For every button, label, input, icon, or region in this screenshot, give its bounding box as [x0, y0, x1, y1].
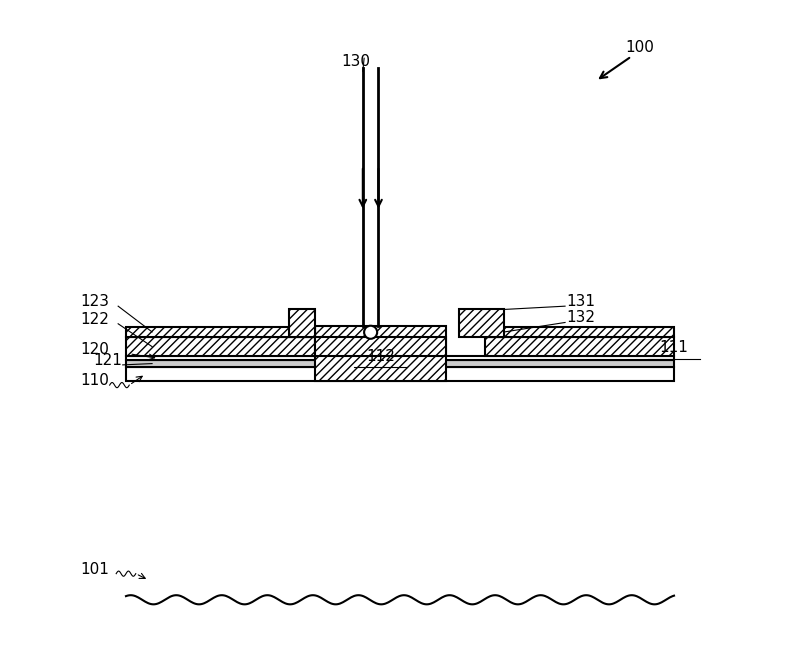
Bar	[485, 327, 674, 337]
Text: 121: 121	[94, 353, 122, 368]
Text: 100: 100	[625, 39, 654, 55]
Bar	[289, 309, 315, 337]
Bar	[126, 361, 674, 367]
Bar	[315, 337, 446, 357]
Text: 120: 120	[80, 342, 109, 357]
Bar	[126, 337, 315, 357]
Text: 123: 123	[80, 294, 110, 309]
Text: 130: 130	[342, 54, 370, 69]
Text: 110: 110	[80, 373, 109, 388]
Bar	[126, 357, 674, 361]
Bar	[458, 309, 504, 337]
Bar	[126, 327, 315, 337]
Text: 122: 122	[80, 312, 109, 327]
Bar	[485, 337, 674, 357]
Circle shape	[364, 326, 377, 339]
Text: 111: 111	[659, 340, 689, 355]
Text: 112: 112	[366, 349, 395, 364]
Text: 101: 101	[80, 562, 109, 576]
Bar	[315, 326, 446, 381]
Text: 132: 132	[566, 311, 595, 326]
Text: 131: 131	[566, 294, 595, 309]
Bar	[126, 367, 674, 381]
